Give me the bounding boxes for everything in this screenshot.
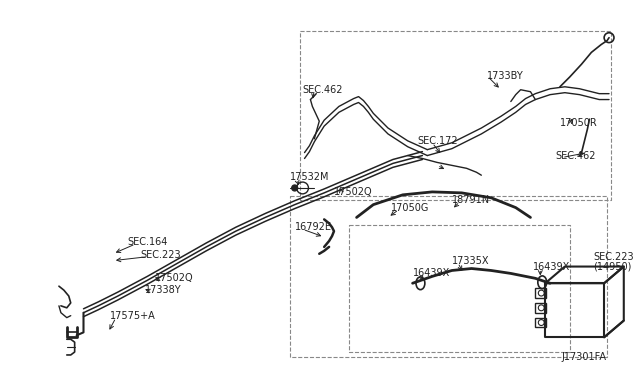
Text: 1733BY: 1733BY (487, 71, 524, 81)
Text: 17050G: 17050G (391, 203, 429, 213)
Bar (536, 318, 546, 327)
Text: 17338Y: 17338Y (145, 285, 182, 295)
Text: 17502Q: 17502Q (156, 273, 194, 283)
Text: SEC.223: SEC.223 (140, 250, 181, 260)
Bar (536, 288, 546, 298)
Circle shape (292, 185, 298, 191)
Text: SEC.462: SEC.462 (303, 85, 343, 95)
Text: 18791N: 18791N (452, 195, 490, 205)
Text: 16439X: 16439X (413, 269, 450, 278)
Text: J17301FA: J17301FA (562, 352, 607, 362)
Text: 16792E: 16792E (294, 222, 332, 232)
Bar (536, 303, 546, 313)
Text: 16439X: 16439X (533, 262, 571, 272)
Text: SEC.172: SEC.172 (417, 136, 458, 146)
Text: SEC.223: SEC.223 (593, 252, 634, 262)
Text: SEC.462: SEC.462 (555, 151, 595, 161)
Text: 17575+A: 17575+A (110, 311, 156, 321)
Text: 17502Q: 17502Q (334, 187, 372, 197)
Text: 17335X: 17335X (452, 256, 490, 266)
Text: 17532M: 17532M (290, 172, 330, 182)
Text: SEC.164: SEC.164 (128, 237, 168, 247)
Text: 17050R: 17050R (560, 118, 598, 128)
Text: (14950): (14950) (593, 262, 632, 272)
